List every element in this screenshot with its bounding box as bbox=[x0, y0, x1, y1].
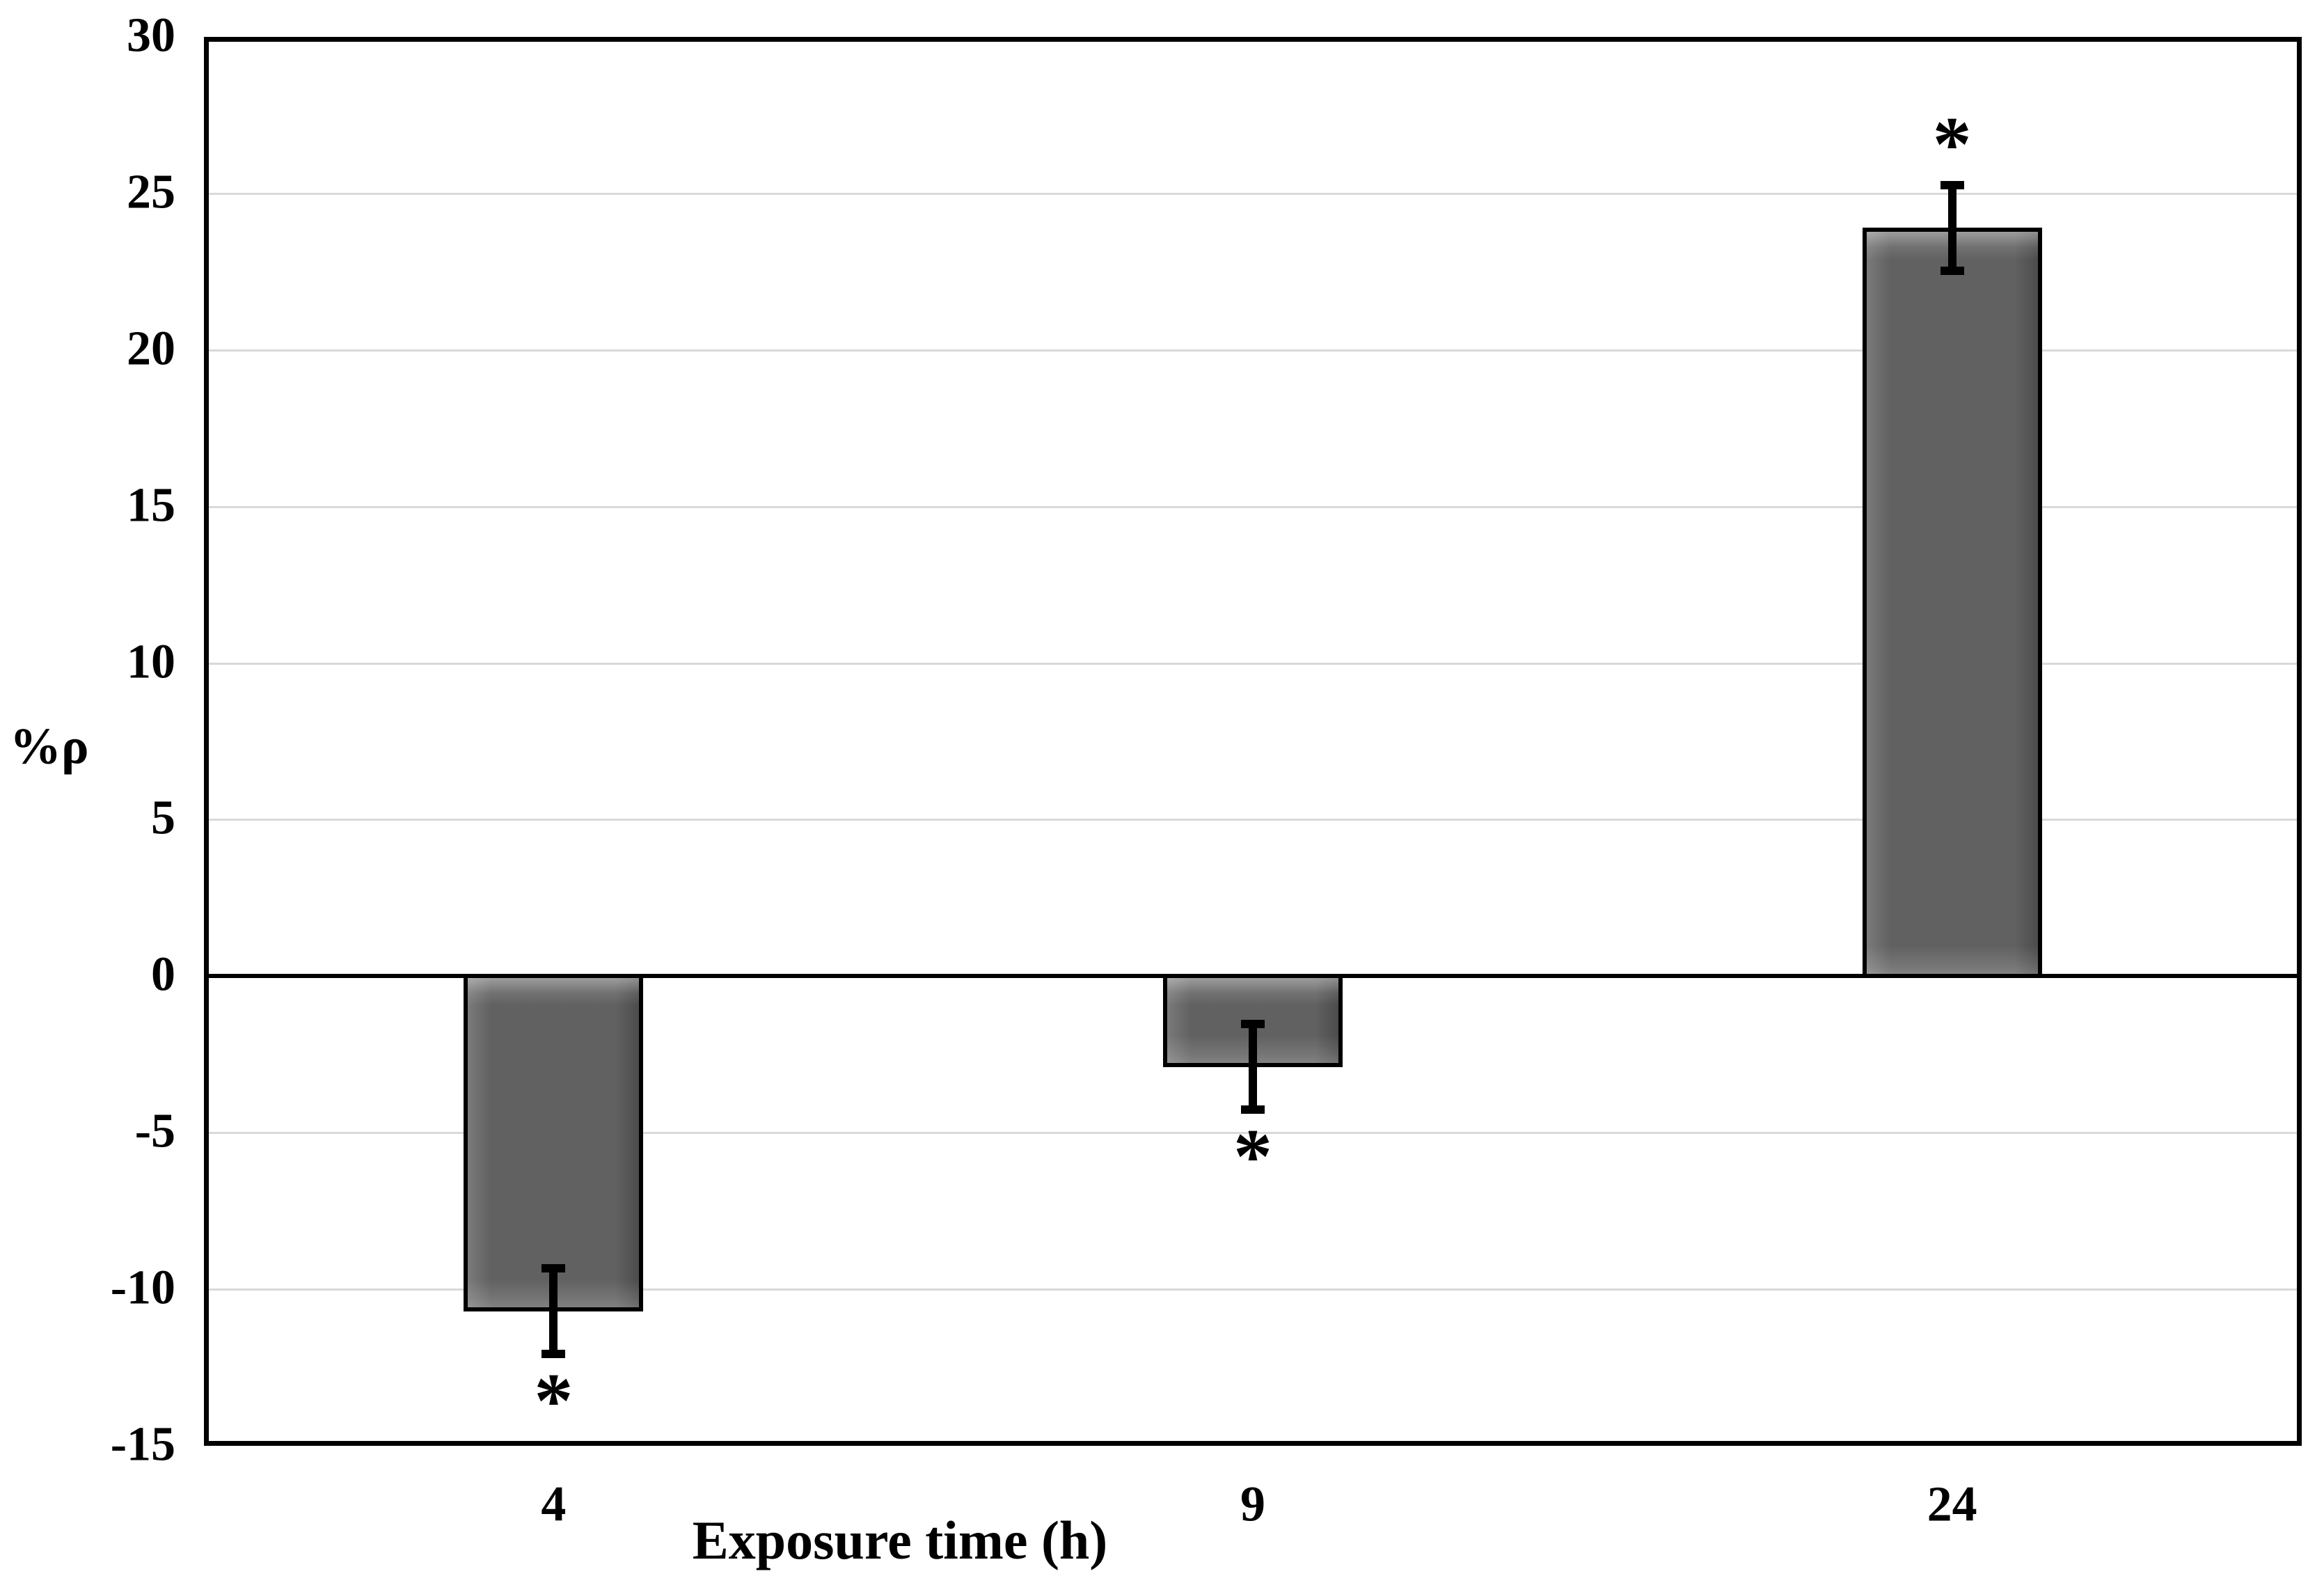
y-tick-label-25: 25 bbox=[127, 165, 175, 219]
gridline-5 bbox=[209, 819, 2297, 821]
bar-4 bbox=[464, 974, 644, 1311]
error-bar-24 bbox=[1947, 180, 1957, 275]
significance-asterisk-4: * bbox=[534, 1358, 574, 1445]
gridline-10 bbox=[209, 662, 2297, 665]
x-axis-title: Exposure time (h) bbox=[692, 1510, 1108, 1570]
y-tick-label-10: 10 bbox=[127, 634, 175, 688]
x-tick-label-4: 4 bbox=[541, 1476, 567, 1532]
error-bar-9-upper-cap bbox=[1241, 1020, 1265, 1029]
gridline--10 bbox=[209, 1288, 2297, 1291]
y-tick-label-20: 20 bbox=[127, 322, 175, 376]
x-tick-label-9: 9 bbox=[1240, 1476, 1265, 1532]
y-tick-label--15: -15 bbox=[110, 1417, 175, 1472]
error-bar-4 bbox=[549, 1264, 558, 1359]
y-tick-label-0: 0 bbox=[151, 947, 175, 1002]
y-tick-label--10: -10 bbox=[110, 1261, 175, 1315]
y-axis-title: %ρ bbox=[10, 718, 89, 775]
bar-24 bbox=[1862, 228, 2042, 979]
plot-area: * * * bbox=[204, 37, 2302, 1446]
gridline-25 bbox=[209, 192, 2297, 195]
error-bar-9-lower-cap bbox=[1241, 1105, 1265, 1114]
error-bar-24-upper-cap bbox=[1940, 180, 1964, 189]
significance-asterisk-24: * bbox=[1932, 101, 1972, 188]
significance-asterisk-9: * bbox=[1233, 1114, 1272, 1201]
gridline-15 bbox=[209, 505, 2297, 508]
y-tick-label-15: 15 bbox=[127, 478, 175, 533]
y-tick-label--5: -5 bbox=[134, 1104, 175, 1158]
error-bar-4-lower-cap bbox=[542, 1350, 566, 1359]
gridline--5 bbox=[209, 1132, 2297, 1135]
error-bar-9 bbox=[1249, 1020, 1257, 1114]
error-bar-4-upper-cap bbox=[542, 1264, 566, 1273]
x-tick-label-24: 24 bbox=[1927, 1476, 1977, 1532]
error-bar-24-lower-cap bbox=[1940, 266, 1964, 275]
gridline-20 bbox=[209, 349, 2297, 352]
y-tick-label-5: 5 bbox=[151, 791, 175, 845]
y-tick-label-30: 30 bbox=[127, 8, 175, 63]
